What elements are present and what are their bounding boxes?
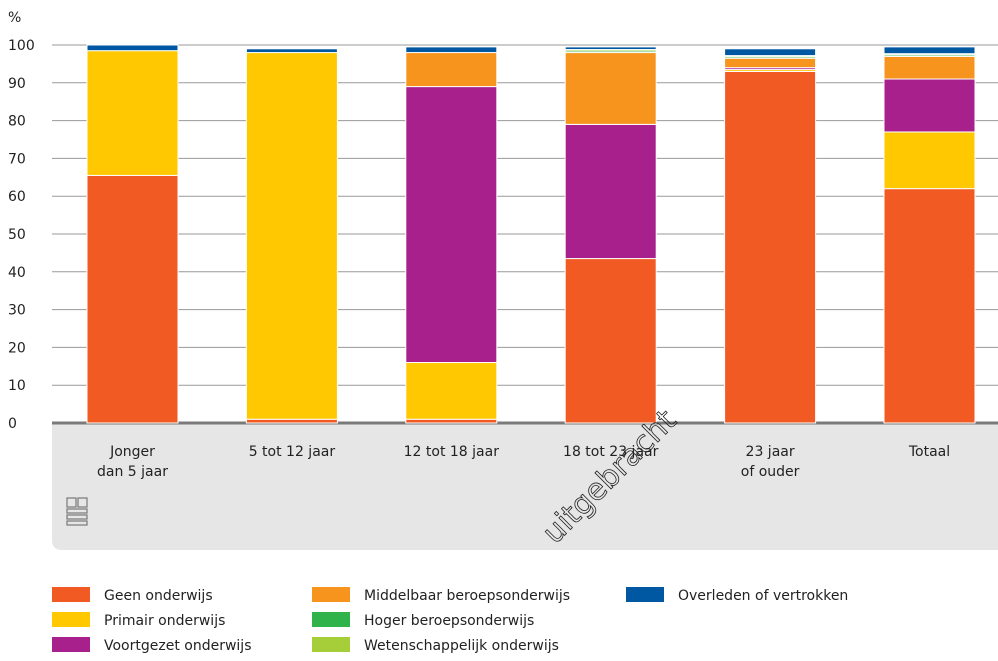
legend-label: Voortgezet onderwijs [104, 638, 252, 654]
bar-segment [405, 46, 498, 54]
category-labels: Jonger dan 5 jaar 5 tot 12 jaar 12 tot 18 j… [97, 444, 950, 480]
y-axis-unit-label: % [8, 10, 21, 26]
bar-segment [724, 57, 817, 69]
bar-segment [724, 70, 817, 424]
y-tick-label: 10 [8, 378, 26, 394]
category-label: 23 jaar [746, 444, 795, 460]
category-label: dan 5 jaar [97, 464, 168, 480]
legend-swatch [626, 587, 664, 602]
legend-label: Hoger beroepsonderwijs [364, 613, 534, 629]
y-tick-label: 20 [8, 340, 26, 356]
legend-swatch [312, 637, 350, 652]
bar-segment [405, 86, 498, 364]
bar-segment [883, 188, 976, 424]
axis-band [52, 423, 998, 550]
bar-segment [245, 48, 338, 54]
bar-segment [883, 55, 976, 80]
category-label: Totaal [908, 444, 950, 460]
y-tick-label: 60 [8, 189, 26, 205]
bar-segment [564, 52, 657, 125]
y-tick-label: 30 [8, 303, 26, 319]
bar-segment [245, 52, 338, 420]
legend-swatch [312, 612, 350, 627]
y-tick-labels: 0 10 20 30 40 50 60 70 80 90 100 [8, 38, 35, 432]
legend-swatch [52, 612, 90, 627]
cbs-logo-icon [66, 497, 88, 526]
bar-segment [883, 78, 976, 133]
legend-label: Middelbaar beroepsonderwijs [364, 588, 570, 604]
legend-swatch [52, 637, 90, 652]
y-tick-label: 0 [8, 416, 17, 432]
y-tick-label: 90 [8, 76, 26, 92]
y-tick-label: 70 [8, 151, 26, 167]
legend: Geen onderwijs Primair onderwijs Voortgeze… [52, 587, 848, 654]
bar-segment [245, 418, 338, 424]
legend-swatch [52, 587, 90, 602]
bar-segment [564, 258, 657, 424]
bar-segment [86, 174, 179, 424]
category-label: 12 tot 18 jaar [404, 444, 500, 460]
y-tick-label: 40 [8, 265, 26, 281]
category-label: of ouder [741, 464, 800, 480]
bar-segment [883, 131, 976, 190]
category-label: 18 tot 23 jaar [563, 444, 659, 460]
legend-label: Geen onderwijs [104, 588, 213, 604]
bar-segment [564, 123, 657, 260]
bar-segment [86, 44, 179, 52]
legend-label: Wetenschappelijk onderwijs [364, 638, 559, 654]
legend-label: Primair onderwijs [104, 613, 225, 629]
bar-segment [405, 362, 498, 420]
y-tick-label: 100 [8, 38, 35, 54]
legend-swatch [312, 587, 350, 602]
bar-segment [724, 48, 817, 57]
bar-segment [405, 52, 498, 88]
bar-segment [883, 46, 976, 55]
y-tick-label: 50 [8, 227, 26, 243]
bars [86, 44, 976, 424]
bar-segment [564, 46, 657, 51]
legend-label: Overleden of vertrokken [678, 588, 848, 604]
bar-segment [86, 50, 179, 176]
grid-lines [52, 44, 998, 386]
category-label: 5 tot 12 jaar [249, 444, 336, 460]
category-label: Jonger [109, 444, 155, 460]
bar-segment [405, 418, 498, 424]
y-tick-label: 80 [8, 114, 26, 130]
